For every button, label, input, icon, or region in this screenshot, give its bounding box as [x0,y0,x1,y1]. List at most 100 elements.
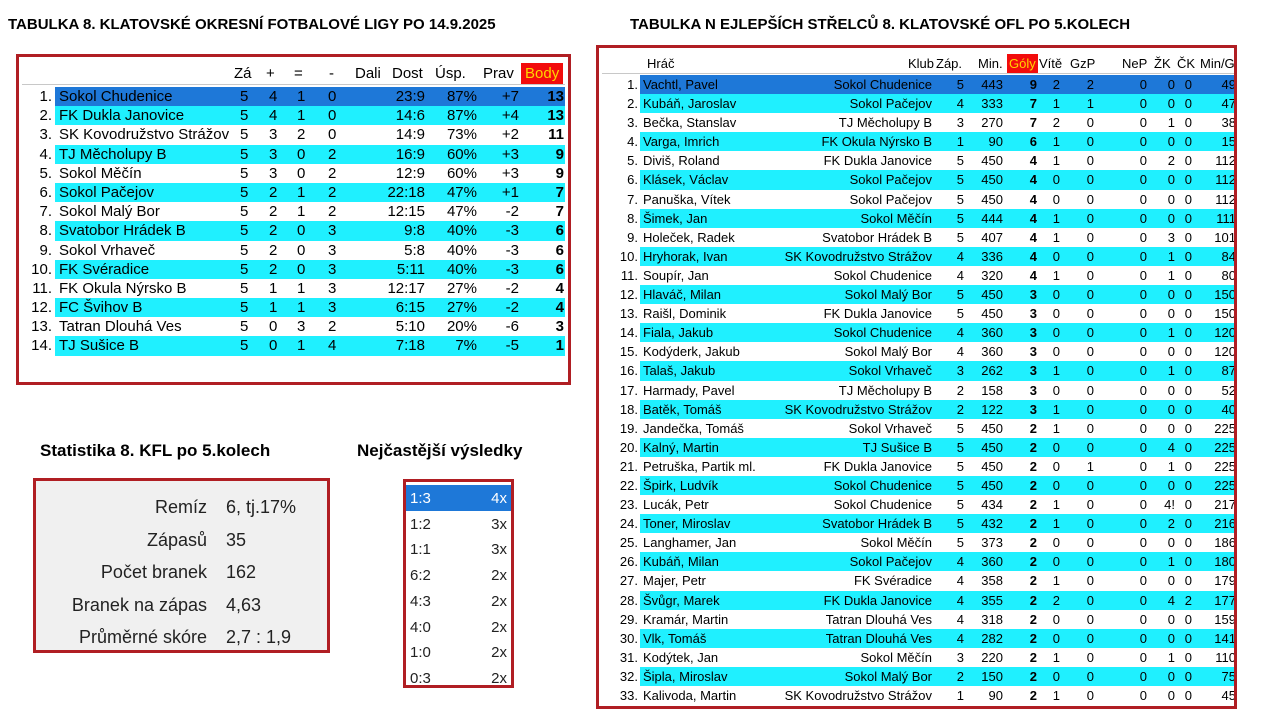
scorer-row[interactable]: 11. Soupír, Jan Sokol Chudenice 4 320 4 1 0 0 1 0 8… [602,266,1234,285]
scorer-cell-player: Kubáň, Jaroslav [643,96,737,112]
scorer-row[interactable]: 29. Kramár, Martin Tatran Dlouhá Ves 4 318 2 0… [602,610,1234,629]
col-header-nep[interactable]: NeP [1122,56,1148,71]
scorer-row[interactable]: 5. Diviš, Roland FK Dukla Janovice 5 450 4 1 0 0… [602,151,1234,170]
col-header-gzp[interactable]: GzP [1070,56,1096,71]
scorer-cell-player: Holeček, Radek [643,229,735,245]
result-item[interactable]: 1:0 2x [406,639,511,665]
col-header-matches[interactable]: Záp. [936,56,963,71]
league-row[interactable]: 2. FK Dukla Janovice 5 4 1 0 14:6 87% +4 13 [22,106,565,126]
col-header-conceded[interactable]: Dost [392,65,423,82]
scorer-row[interactable]: 21. Petruška, Partik ml. FK Dukla Janovice… [602,457,1234,476]
col-header-min-per-goal[interactable]: Min/G [1200,56,1235,71]
scorer-row[interactable]: 15. Kodýderk, Jakub Sokol Malý Bor 4 360 3 0 0 0… [602,342,1234,361]
scorer-cell-player: Fiala, Jakub [643,325,714,341]
league-row[interactable]: 3. SK Kovodružstvo Strážov 5 3 2 0 14:9 73% +2 11 [22,125,565,144]
scorer-row[interactable]: 24. Toner, Miroslav Svatobor Hrádek B 5 432 2… [602,514,1234,534]
col-header-yellow[interactable]: ŽK [1154,56,1171,71]
scorer-row[interactable]: 31. Kodýtek, Jan Sokol Měčín 3 220 2 1 0 0 1 0 110 [602,648,1234,667]
scorer-cell-gzp: 1 [1086,458,1094,474]
scorer-row[interactable]: 20. Kalný, Martin TJ Sušice B 5 450 2 0 0 0 4 0 225 [602,437,1234,457]
scorer-row[interactable]: 32. Šipla, Miroslav Sokol Malý Bor 2 150 2 0 0 0… [602,666,1234,686]
league-row[interactable]: 12. FC Švihov B 5 1 1 3 6:15 27% -2 4 [22,298,565,318]
scorer-cell-gzp: 0 [1086,497,1094,513]
league-row[interactable]: 7. Sokol Malý Bor 5 2 1 2 12:15 47% -2 7 [22,202,565,221]
scorer-row[interactable]: 14. Fiala, Jakub Sokol Chudenice 4 360 3 0 0 0 1 0… [602,323,1234,343]
scorer-cell-gzp: 0 [1086,344,1094,360]
league-row[interactable]: 4. TJ Měcholupy B 5 3 0 2 16:9 60% +3 9 [22,144,565,164]
scorer-cell-red: 0 [1184,191,1192,207]
result-item[interactable]: 6:2 2x [406,562,511,588]
col-header-winning[interactable]: Vítě [1039,56,1063,71]
result-item[interactable]: 1:3 4x [406,485,511,511]
scorer-row[interactable]: 22. Špirk, Ludvík Sokol Chudenice 5 450 2 0 0 0 0… [602,475,1234,496]
scorer-row[interactable]: 8. Šimek, Jan Sokol Měčín 5 444 4 1 0 0 0 0 111 [602,208,1234,228]
col-header-red[interactable]: ČK [1177,56,1196,71]
col-header-minutes[interactable]: Min. [978,56,1003,71]
league-row[interactable]: 13. Tatran Dlouhá Ves 5 0 3 2 5:10 20% -6 3 [22,317,565,336]
col-header-scored[interactable]: Dali [355,65,381,82]
results-heading: Nejčastější výsledky [357,441,523,460]
league-row[interactable]: 9. Sokol Vrhaveč 5 2 0 3 5:8 40% -3 6 [22,241,565,260]
league-cell-played: 5 [240,203,249,221]
scorer-cell-matches: 5 [956,191,964,207]
scorer-row[interactable]: 1. Vachtl, Pavel Sokol Chudenice 5 443 9 2 2 0 0 0… [602,75,1234,95]
col-header-player[interactable]: Hráč [647,56,675,71]
scorer-cell-minutes: 434 [981,497,1003,513]
result-item[interactable]: 1:1 3x [406,536,511,562]
scorer-row[interactable]: 19. Jandečka, Tomáš Sokol Vrhaveč 5 450 2 1 0 0 0… [602,419,1234,438]
scorer-cell-yellow: 2 [1167,153,1175,169]
league-row[interactable]: 14. TJ Sušice B 5 0 1 4 7:18 7% -5 1 [22,336,565,356]
scorer-row[interactable]: 26. Kubáň, Milan Sokol Pačejov 4 360 2 0 0 0 1 0 18… [602,552,1234,572]
league-cell-rank: 3. [39,126,52,144]
col-header-club[interactable]: Klub [908,56,935,71]
scorer-row[interactable]: 17. Harmady, Pavel TJ Měcholupy B 2 158 3 0 0 0 0… [602,381,1234,400]
scorer-row[interactable]: 9. Holeček, Radek Svatobor Hrádek B 5 407 4 1 0… [602,228,1234,247]
league-row[interactable]: 10. FK Svéradice 5 2 0 3 5:11 40% -3 6 [22,259,565,279]
scorer-row[interactable]: 33. Kalivoda, Martin SK Kovodružstvo Stráž… [602,686,1234,705]
league-row[interactable]: 5. Sokol Měčín 5 3 0 2 12:9 60% +3 9 [22,164,565,183]
scorer-row[interactable]: 2. Kubáň, Jaroslav Sokol Pačejov 4 333 7 1 1 0 0 0… [602,94,1234,114]
league-row[interactable]: 8. Svatobor Hrádek B 5 2 0 3 9:8 40% -3 6 [22,221,565,241]
scorer-row[interactable]: 13. Raišl, Dominik FK Dukla Janovice 5 450 3 0… [602,304,1234,323]
scorer-cell-yellow: 0 [1167,191,1175,207]
scorer-row[interactable]: 6. Klásek, Václav Sokol Pačejov 5 450 4 0 0 0 0 0 1… [602,170,1234,190]
scorer-row[interactable]: 18. Batěk, Tomáš SK Kovodružstvo Strážov 2 1… [602,399,1234,419]
league-cell-points: 6 [555,241,564,259]
col-header-goals[interactable]: Góly [1007,54,1038,73]
scorer-row[interactable]: 25. Langhamer, Jan Sokol Měčín 5 373 2 0 0 0 0 0 18… [602,533,1234,552]
scorer-row[interactable]: 28. Švůgr, Marek FK Dukla Janovice 4 355 2 2 0 0… [602,590,1234,610]
league-cell-true-table: +3 [501,164,519,182]
col-header-played[interactable]: Zá [234,65,252,82]
result-item[interactable]: 1:2 3x [406,511,511,537]
scorer-cell-min-per-goal: 87 [1221,363,1236,379]
result-item[interactable]: 4:3 2x [406,588,511,614]
league-cell-wins: 3 [269,145,278,163]
scorer-row[interactable]: 12. Hlaváč, Milan Sokol Malý Bor 5 450 3 0 0 0 0 0… [602,285,1234,305]
scorer-row[interactable]: 4. Varga, Imrich FK Okula Nýrsko B 1 90 6 1 0 0 0… [602,132,1234,152]
scorer-row[interactable]: 3. Bečka, Stanslav TJ Měcholupy B 3 270 7 2 0 0 1… [602,113,1234,132]
col-header-wins[interactable]: + [266,65,275,82]
result-item[interactable]: 4:0 2x [406,614,511,640]
col-header-draws[interactable]: = [294,65,303,82]
league-row[interactable]: 1. Sokol Chudenice 5 4 1 0 23:9 87% +7 13 [22,87,565,107]
col-header-points[interactable]: Body [521,63,564,84]
scorer-row[interactable]: 10. Hryhorak, Ivan SK Kovodružstvo Strážov… [602,246,1234,266]
league-row[interactable]: 11. FK Okula Nýrsko B 5 1 1 3 12:17 27% -2 4 [22,279,565,298]
scorer-cell-minutes: 443 [981,77,1003,92]
scorer-cell-red: 0 [1184,497,1192,513]
scorer-row[interactable]: 27. Majer, Petr FK Svéradice 4 358 2 1 0 0 0 0 179 [602,571,1234,590]
scorer-row[interactable]: 23. Lucák, Petr Sokol Chudenice 5 434 2 1 0 0 4! 0… [602,495,1234,514]
col-header-success[interactable]: Úsp. [435,65,466,82]
league-cell-success: 40% [446,260,477,278]
league-row[interactable]: 6. Sokol Pačejov 5 2 1 2 22:18 47% +1 7 [22,182,565,203]
col-header-true-table[interactable]: Prav [483,65,514,82]
stat-value: 162 [226,562,257,582]
scorer-row[interactable]: 7. Panuška, Vítek Sokol Pačejov 5 450 4 0 0 0 0 0 1… [602,190,1234,209]
scorer-cell-minutes: 450 [981,420,1003,436]
scorer-cell-goals: 4 [1029,210,1037,226]
result-item[interactable]: 0:3 2x [406,665,511,685]
scorer-row[interactable]: 30. Vlk, Tomáš Tatran Dlouhá Ves 4 282 2 0 0 0 0 0… [602,628,1234,648]
scorer-cell-yellow: 0 [1167,420,1175,436]
scorer-row[interactable]: 16. Talaš, Jakub Sokol Vrhaveč 3 262 3 1 0 0 1 0 87 [602,361,1236,381]
col-header-losses[interactable]: - [329,65,334,82]
